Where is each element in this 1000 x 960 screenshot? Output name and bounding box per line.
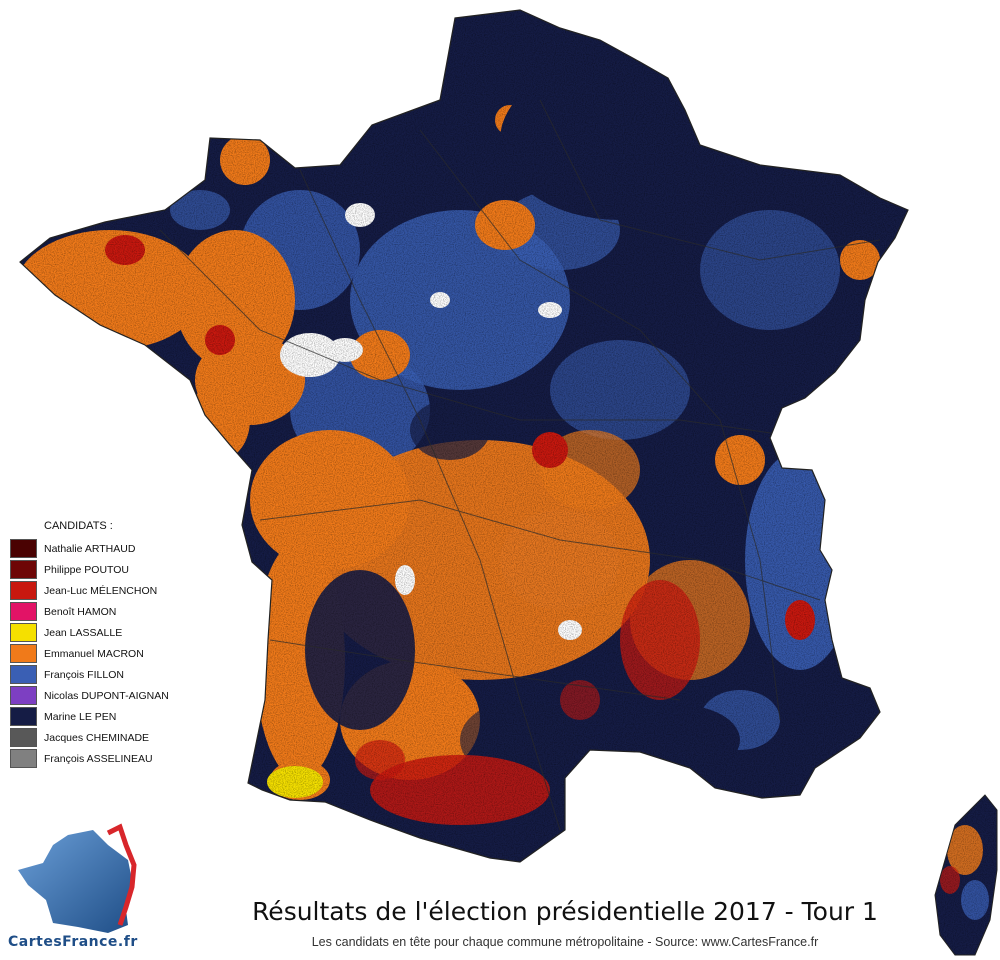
legend-swatch — [10, 644, 37, 663]
legend-label: Philippe POUTOU — [44, 563, 130, 576]
map-title: Résultats de l'élection présidentielle 2… — [252, 897, 878, 926]
legend-label: Nicolas DUPONT-AIGNAN — [44, 689, 169, 702]
france-outline — [19, 9, 909, 863]
legend-swatch — [10, 749, 37, 768]
legend-swatch — [10, 728, 37, 747]
legend-item: Marine LE PEN — [10, 706, 200, 727]
logo-text: CartesFrance.fr — [8, 934, 138, 950]
legend-swatch — [10, 665, 37, 684]
legend-item: François FILLON — [10, 664, 200, 685]
legend-label: François FILLON — [44, 668, 124, 681]
legend-item: Jean LASSALLE — [10, 622, 200, 643]
legend-label: Jacques CHEMINADE — [44, 731, 150, 744]
legend-swatch — [10, 686, 37, 705]
legend-item: Benoît HAMON — [10, 601, 200, 622]
legend-item: Nathalie ARTHAUD — [10, 538, 200, 559]
legend-label: Marine LE PEN — [44, 710, 117, 723]
legend-item: Nicolas DUPONT-AIGNAN — [10, 685, 200, 706]
legend-swatch — [10, 707, 37, 726]
legend-label: Nathalie ARTHAUD — [44, 542, 136, 555]
map-subtitle: Les candidats en tête pour chaque commun… — [311, 935, 819, 949]
corsica — [935, 795, 997, 955]
legend-rows: Nathalie ARTHAUD Philippe POUTOU Jean-Luc … — [10, 538, 200, 769]
legend: CANDIDATS : Nathalie ARTHAUD Philippe POU… — [10, 520, 200, 769]
corsica-outline — [934, 794, 998, 956]
legend-label: Benoît HAMON — [44, 605, 117, 618]
legend-swatch — [10, 539, 37, 558]
legend-swatch — [10, 560, 37, 579]
legend-label: François ASSELINEAU — [44, 752, 153, 765]
legend-swatch — [10, 623, 37, 642]
legend-item: François ASSELINEAU — [10, 748, 200, 769]
legend-item: Jacques CHEMINADE — [10, 727, 200, 748]
legend-label: Jean-Luc MÉLENCHON — [44, 584, 158, 597]
legend-item: Philippe POUTOU — [10, 559, 200, 580]
legend-label: Emmanuel MACRON — [44, 647, 144, 660]
legend-item: Jean-Luc MÉLENCHON — [10, 580, 200, 601]
department-borders — [159, 99, 881, 831]
cartesfrance-logo — [18, 823, 137, 933]
legend-swatch — [10, 581, 37, 600]
legend-label: Jean LASSALLE — [44, 626, 123, 639]
legend-item: Emmanuel MACRON — [10, 643, 200, 664]
legend-swatch — [10, 602, 37, 621]
legend-title: CANDIDATS : — [44, 520, 113, 532]
